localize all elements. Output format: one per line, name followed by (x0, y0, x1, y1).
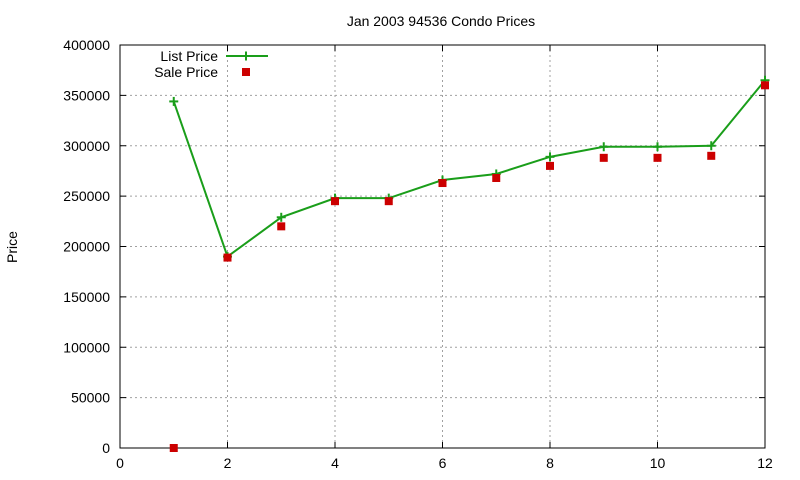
legend-label-sale-price: Sale Price (154, 64, 218, 80)
y-tick-label: 0 (102, 440, 110, 456)
y-tick-label: 150000 (63, 289, 110, 305)
list-price-line (172, 79, 766, 259)
x-tick-label: 4 (331, 455, 339, 471)
x-tick-label: 8 (546, 455, 554, 471)
x-tick-label: 12 (757, 455, 773, 471)
series-layer (169, 75, 770, 452)
axes: 0 2 4 6 8 10 12 0 50000 100000 150000 200000 250000 3… (63, 37, 773, 471)
sale-price-point (761, 81, 769, 90)
y-tick-label: 100000 (63, 339, 110, 355)
legend-marker-sale-price (242, 68, 250, 76)
sale-price-point (277, 222, 286, 231)
sale-price-point (653, 153, 662, 162)
sale-price-point (707, 151, 716, 160)
legend-marker-list-price (241, 51, 251, 61)
y-tick-label: 300000 (63, 138, 110, 154)
sale-price-point (169, 444, 178, 452)
sale-price-point (438, 179, 447, 188)
list-price-point (706, 141, 716, 151)
list-price-point (169, 96, 179, 106)
x-tick-label: 6 (439, 455, 447, 471)
list-price-point (545, 152, 555, 162)
y-tick-label: 200000 (63, 239, 110, 255)
y-tick-label: 350000 (63, 87, 110, 103)
x-tick-label: 2 (224, 455, 232, 471)
x-tick-label: 0 (116, 455, 124, 471)
x-tick-label: 10 (650, 455, 666, 471)
y-tick-label: 50000 (71, 390, 110, 406)
sale-price-point (599, 153, 608, 162)
sale-price-point (331, 197, 339, 206)
list-price-point (599, 142, 609, 152)
legend-label-list-price: List Price (160, 48, 218, 64)
grid-lines (120, 45, 765, 448)
chart-title: Jan 2003 94536 Condo Prices (347, 13, 535, 29)
y-tick-label: 250000 (63, 188, 110, 204)
y-tick-label: 400000 (63, 37, 110, 53)
sale-price-point (384, 197, 393, 206)
y-axis-label: Price (4, 231, 20, 263)
sale-price-point (546, 161, 554, 170)
list-price-point (276, 212, 286, 222)
sale-price-point (223, 253, 232, 262)
list-price-point (653, 142, 662, 152)
sale-price-point (492, 173, 501, 182)
